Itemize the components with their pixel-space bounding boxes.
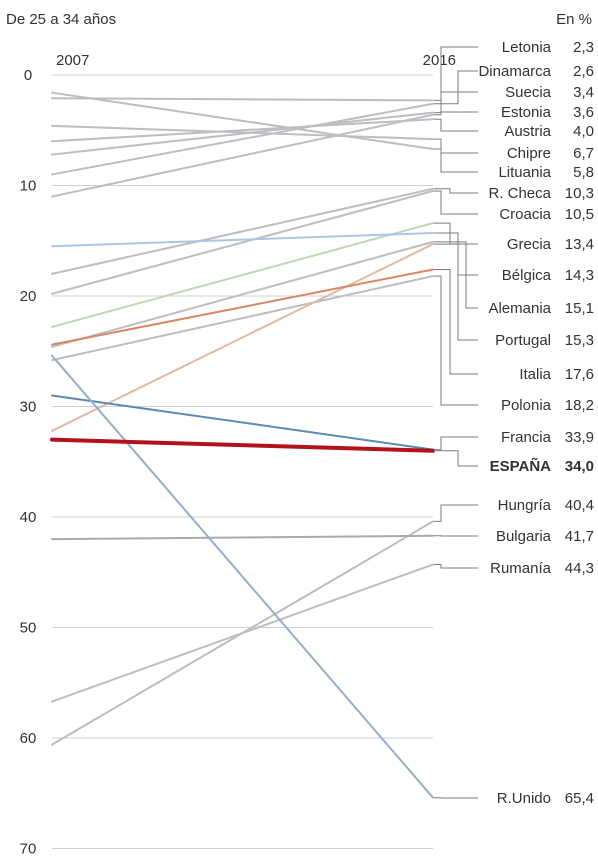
series-line [51, 222, 434, 328]
series-line [51, 190, 434, 295]
label-connector [434, 118, 478, 132]
country-label: Polonia [501, 397, 552, 414]
label-connector [434, 243, 478, 341]
value-label: 3,4 [573, 84, 594, 101]
value-label: 4,0 [573, 123, 594, 140]
value-label: 14,3 [565, 267, 594, 284]
y-tick-label: 20 [20, 288, 37, 305]
country-label: ESPAÑA [490, 457, 552, 475]
series-line [51, 187, 434, 275]
country-label: Chipre [507, 145, 551, 162]
value-label: 15,1 [565, 300, 594, 317]
gridlines [52, 74, 433, 849]
label-connector [434, 91, 478, 114]
country-label: Letonia [502, 39, 552, 56]
label-connector [434, 222, 478, 245]
y-tick-label: 60 [20, 730, 37, 747]
value-label: 6,7 [573, 145, 594, 162]
series-line [51, 394, 434, 451]
value-label: 44,3 [565, 560, 594, 577]
series-line [51, 243, 434, 432]
country-label: Croacia [499, 206, 551, 223]
country-label: Italia [519, 366, 551, 383]
series-line [51, 232, 434, 248]
label-connectors [434, 46, 478, 799]
value-label: 5,8 [573, 164, 594, 181]
value-label: 2,6 [573, 63, 594, 80]
country-label: Austria [504, 123, 551, 140]
label-connector [434, 232, 478, 276]
country-label: Suecia [505, 84, 552, 101]
value-label: 65,4 [565, 790, 594, 807]
year-start-label: 2007 [56, 52, 89, 69]
value-label: 33,9 [565, 429, 594, 446]
value-label: 15,3 [565, 332, 594, 349]
country-label: Bélgica [502, 267, 552, 284]
country-label: R. Checa [488, 185, 551, 202]
label-connector [434, 436, 478, 451]
label-connector [434, 450, 478, 467]
value-label: 2,3 [573, 39, 594, 56]
series-line [51, 268, 434, 346]
series-line [51, 102, 434, 176]
series-line [51, 124, 434, 141]
series-line [51, 534, 434, 541]
series-line [51, 354, 434, 799]
label-connector [434, 70, 478, 105]
country-label: Rumanía [490, 560, 552, 577]
country-label: R.Unido [497, 790, 551, 807]
value-label: 10,3 [565, 185, 594, 202]
y-tick-label: 10 [20, 178, 37, 195]
series-line [51, 240, 434, 348]
series-lines [50, 91, 435, 799]
value-label: 40,4 [565, 497, 594, 514]
y-tick-label: 40 [20, 509, 37, 526]
value-label: 17,6 [565, 366, 594, 383]
series-line [51, 97, 434, 102]
label-connector [434, 275, 478, 406]
series-line [50, 437, 435, 453]
label-connector [434, 111, 478, 116]
y-tick-label: 50 [20, 620, 37, 637]
label-connector [434, 46, 478, 101]
country-label: Grecia [507, 236, 552, 253]
y-tick-label: 70 [20, 841, 37, 857]
country-label: Portugal [495, 332, 551, 349]
value-label: 34,0 [565, 458, 594, 475]
value-label: 13,4 [565, 236, 594, 253]
y-axis-ticks: 0 10 20 30 40 50 60 70 [20, 67, 37, 857]
country-label: Estonia [501, 104, 552, 121]
label-connector [434, 138, 478, 173]
series-line [51, 111, 434, 156]
label-connector [434, 504, 478, 522]
country-label: Francia [501, 429, 552, 446]
series-line [51, 563, 434, 703]
label-connector [434, 188, 478, 194]
value-label: 3,6 [573, 104, 594, 121]
chart-title: De 25 a 34 años [6, 11, 116, 28]
label-connector [434, 241, 478, 309]
country-label: Dinamarca [478, 63, 551, 80]
country-label: Lituania [498, 164, 551, 181]
y-tick-label: 0 [24, 67, 32, 84]
country-label: Bulgaria [496, 528, 552, 545]
label-connector [434, 190, 478, 215]
value-label: 41,7 [565, 528, 594, 545]
label-connector [434, 269, 478, 375]
unit-label: En % [556, 11, 592, 28]
series-line [51, 275, 434, 362]
country-label: Alemania [488, 300, 551, 317]
series-line [51, 113, 434, 198]
label-connector [434, 564, 478, 569]
series-line [51, 91, 434, 151]
y-tick-label: 30 [20, 399, 37, 416]
series-labels: Letonia 2,3 Dinamarca 2,6 Suecia 3,4 Estonia 3,… [478, 39, 594, 807]
value-label: 18,2 [565, 397, 594, 414]
country-label: Hungría [498, 497, 552, 514]
year-end-label: 2016 [423, 52, 456, 69]
series-line [51, 118, 434, 143]
value-label: 10,5 [565, 206, 594, 223]
